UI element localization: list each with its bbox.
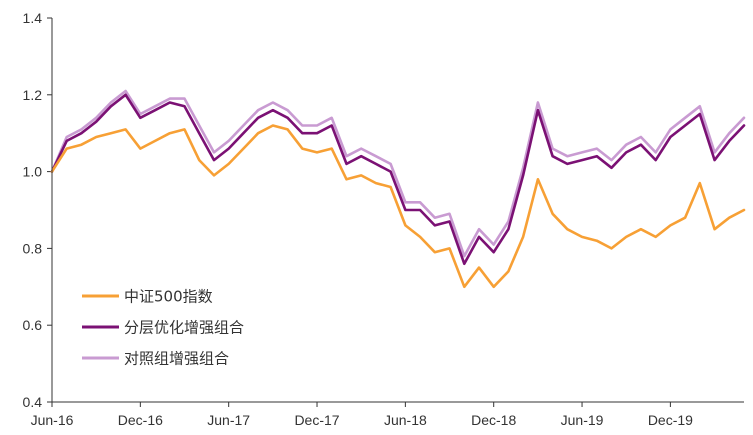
series-line-2 (50, 89, 746, 258)
x-axis-ticks: Jun-16 Dec-16 Jun-17 Dec-17 Jun-18 Dec-18 Jun-… (31, 402, 693, 428)
x-tick-label: Jun-17 (207, 412, 250, 428)
legend-item: 分层优化增强组合 (82, 319, 244, 337)
series-line-1 (50, 93, 746, 266)
series-line-0 (50, 124, 746, 289)
axes (51, 18, 744, 403)
legend-item: 中证500指数 (82, 288, 213, 306)
y-tick-label: 1.2 (23, 87, 43, 103)
legend-item: 对照组增强组合 (82, 350, 229, 368)
y-tick-label: 0.8 (23, 240, 43, 256)
x-tick-label: Dec-16 (118, 412, 163, 428)
y-tick-label: 1.0 (23, 164, 43, 180)
series-lines (50, 89, 746, 289)
legend-label: 分层优化增强组合 (124, 319, 244, 337)
y-tick-label: 1.4 (23, 10, 43, 26)
y-axis-ticks: 0.4 0.6 0.8 1.0 1.2 1.4 (23, 10, 52, 410)
x-tick-label: Dec-18 (471, 412, 516, 428)
x-tick-label: Jun-16 (31, 412, 74, 428)
x-tick-label: Dec-19 (648, 412, 693, 428)
x-tick-label: Jun-18 (384, 412, 427, 428)
legend-label: 中证500指数 (124, 288, 213, 306)
y-tick-label: 0.6 (23, 317, 43, 333)
legend-label: 对照组增强组合 (124, 350, 229, 368)
x-tick-label: Jun-19 (561, 412, 604, 428)
x-tick-label: Dec-17 (294, 412, 339, 428)
y-tick-label: 0.4 (23, 394, 43, 410)
